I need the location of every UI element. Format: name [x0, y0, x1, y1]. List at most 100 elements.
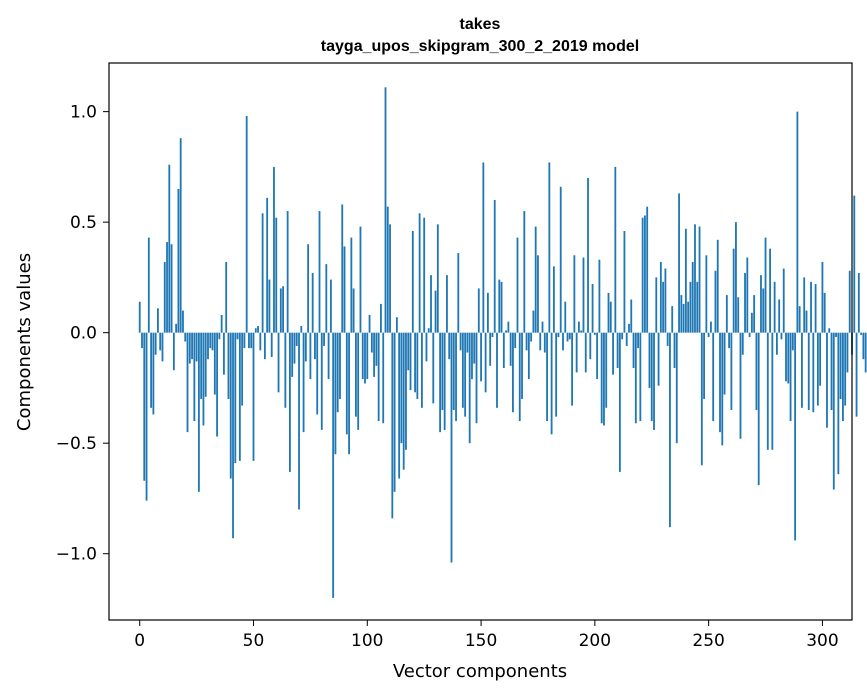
bar — [628, 323, 630, 333]
bar — [355, 332, 357, 417]
bar — [762, 288, 765, 333]
bar — [507, 321, 510, 333]
bar — [257, 326, 259, 333]
bar — [830, 332, 833, 411]
bar — [675, 332, 678, 444]
bar — [248, 332, 250, 349]
bar — [393, 332, 396, 492]
bar — [798, 306, 801, 333]
bar — [723, 332, 726, 395]
bar — [311, 272, 314, 333]
bar — [621, 332, 624, 340]
bar — [785, 332, 787, 382]
bar — [455, 332, 457, 422]
bar-series — [138, 87, 867, 598]
bar — [263, 332, 266, 360]
bar — [605, 332, 608, 408]
x-tick-label: 250 — [692, 631, 724, 651]
bar — [359, 226, 362, 333]
bar — [512, 332, 514, 413]
bar — [252, 332, 255, 461]
x-tick-label: 150 — [465, 631, 497, 651]
bar — [279, 288, 282, 333]
bar — [557, 332, 560, 338]
bar — [471, 332, 473, 380]
bar — [213, 332, 216, 395]
bar — [491, 332, 494, 338]
bar — [152, 332, 155, 415]
bar — [744, 272, 746, 333]
bar — [589, 332, 592, 360]
bar — [639, 332, 642, 422]
bar — [857, 272, 860, 333]
bar — [700, 332, 703, 466]
bar — [748, 332, 751, 338]
x-tick-label: 300 — [806, 631, 838, 651]
bar — [500, 281, 503, 333]
bar — [345, 332, 348, 435]
bar — [721, 332, 724, 446]
bar — [223, 332, 225, 375]
bar — [448, 332, 451, 360]
bar — [150, 332, 153, 408]
bar — [801, 332, 803, 408]
bar — [826, 332, 828, 428]
bar — [254, 328, 257, 333]
bar — [707, 332, 710, 338]
bar — [395, 317, 398, 333]
bar — [760, 275, 762, 333]
bar — [232, 332, 234, 539]
bar — [188, 332, 191, 364]
bar — [361, 332, 364, 380]
bar — [341, 204, 344, 333]
bar — [259, 332, 262, 351]
bar — [334, 332, 337, 455]
bar — [282, 286, 284, 333]
bar — [482, 162, 485, 333]
bar — [430, 275, 432, 333]
bar — [157, 308, 159, 333]
bar — [377, 332, 380, 422]
bar — [289, 332, 291, 472]
bar — [291, 332, 294, 377]
bar — [612, 332, 614, 375]
bar — [314, 332, 316, 360]
bar — [236, 332, 239, 340]
bar — [227, 332, 230, 399]
bar — [600, 332, 603, 424]
bar — [764, 237, 767, 333]
bar — [220, 314, 223, 333]
bar — [307, 244, 310, 333]
bar — [534, 226, 537, 333]
bar — [486, 292, 489, 333]
y-tick-label: −0.5 — [56, 434, 97, 454]
bar — [696, 281, 699, 333]
bar — [197, 332, 200, 492]
bar — [211, 332, 214, 351]
y-axis-label: Components values — [14, 253, 35, 431]
bar — [386, 206, 389, 333]
bar — [691, 261, 694, 333]
bar — [163, 261, 166, 333]
bar — [480, 332, 482, 382]
bar — [416, 332, 419, 399]
bar — [496, 332, 498, 408]
bar — [375, 332, 378, 366]
bar — [207, 332, 209, 360]
bar — [184, 332, 187, 342]
bar — [771, 332, 774, 450]
bar — [662, 281, 665, 333]
bar — [807, 332, 810, 411]
bar — [844, 332, 847, 406]
bar — [596, 332, 599, 380]
bar — [646, 206, 649, 333]
bar — [791, 332, 794, 351]
bar — [277, 332, 280, 393]
bar — [370, 332, 373, 353]
bar — [407, 332, 410, 371]
bar — [241, 332, 244, 406]
bar — [266, 197, 269, 333]
bar — [402, 332, 405, 470]
bar — [778, 299, 781, 333]
